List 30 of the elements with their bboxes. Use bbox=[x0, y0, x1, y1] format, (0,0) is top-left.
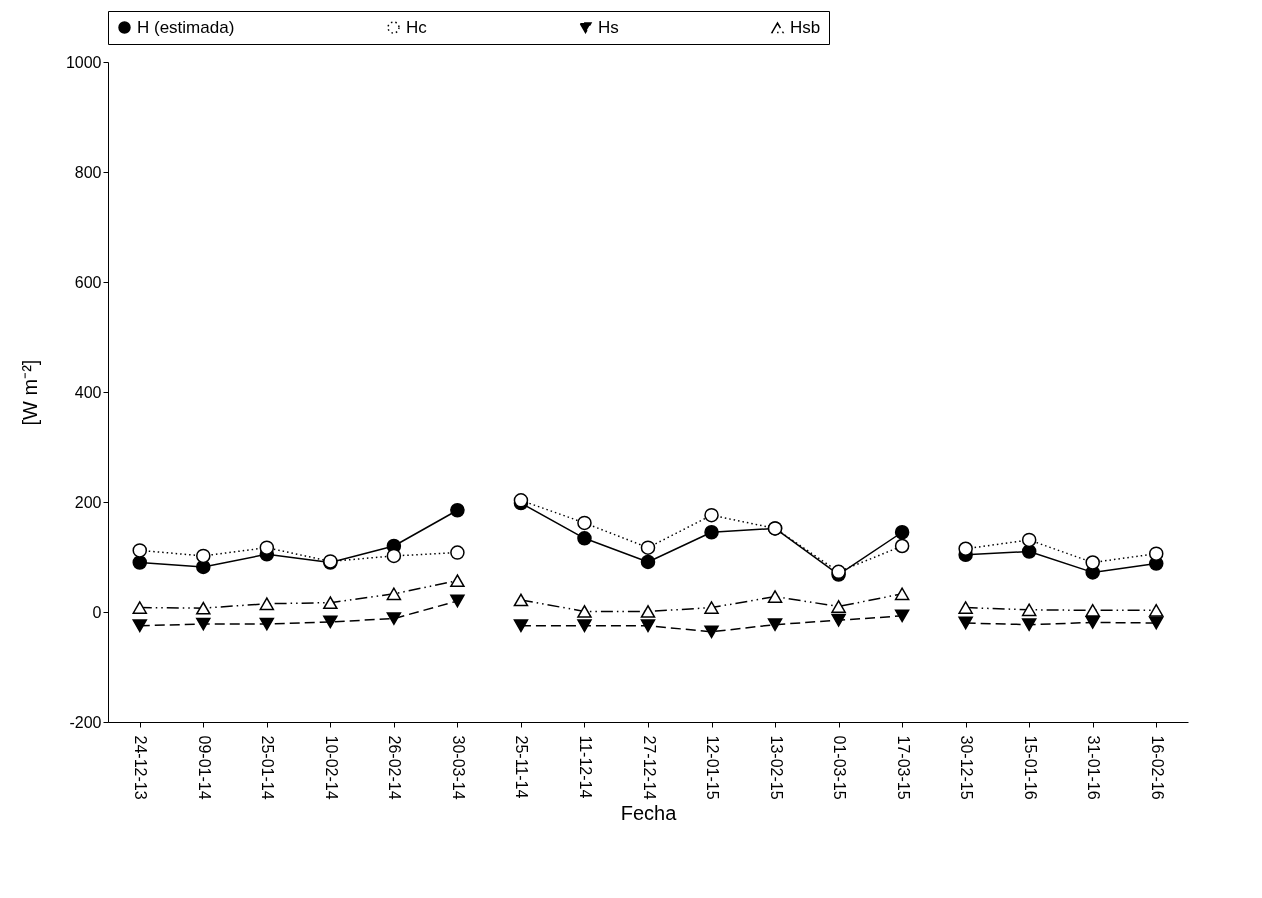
y-tick-label: -200 bbox=[69, 713, 102, 731]
x-tick-label: 30-12-15 bbox=[958, 735, 976, 800]
legend-label: H (estimada) bbox=[137, 17, 235, 37]
x-tick-label: 01-03-15 bbox=[831, 735, 849, 800]
x-tick-label: 16-02-16 bbox=[1148, 735, 1166, 800]
x-tick-label: 13-02-15 bbox=[767, 735, 785, 800]
y-tick-label: 600 bbox=[74, 273, 102, 291]
legend-label: Hc bbox=[406, 17, 428, 37]
y-tick-label: 400 bbox=[74, 383, 102, 401]
y-tick-label: 800 bbox=[74, 163, 102, 181]
x-tick-label: 11-12-14 bbox=[576, 735, 594, 799]
x-tick-label: 12-01-15 bbox=[704, 735, 722, 800]
x-tick-label: 10-02-14 bbox=[322, 735, 340, 800]
y-tick-label: 200 bbox=[74, 493, 102, 511]
y-axis-title: [W m⁻²] bbox=[18, 359, 41, 426]
x-tick-label: 27-12-14 bbox=[640, 735, 658, 800]
x-axis-title: Fecha bbox=[620, 801, 678, 824]
legend-label: Hs bbox=[598, 17, 619, 37]
x-tick-label: 17-03-15 bbox=[894, 735, 912, 800]
x-tick-label: 25-01-14 bbox=[259, 735, 277, 800]
x-tick-label: 24-12-13 bbox=[132, 735, 150, 800]
x-tick-label: 25-11-14 bbox=[513, 735, 531, 799]
x-tick-label: 31-01-16 bbox=[1085, 735, 1103, 800]
x-tick-label: 30-03-14 bbox=[449, 735, 467, 800]
x-tick-label: 09-01-14 bbox=[195, 735, 213, 800]
y-tick-label: 1000 bbox=[65, 53, 102, 71]
x-tick-label: 15-01-16 bbox=[1021, 735, 1039, 800]
x-tick-label: 26-02-14 bbox=[386, 735, 404, 800]
legend-label: Hsb bbox=[790, 17, 821, 37]
y-tick-label: 0 bbox=[92, 603, 102, 621]
